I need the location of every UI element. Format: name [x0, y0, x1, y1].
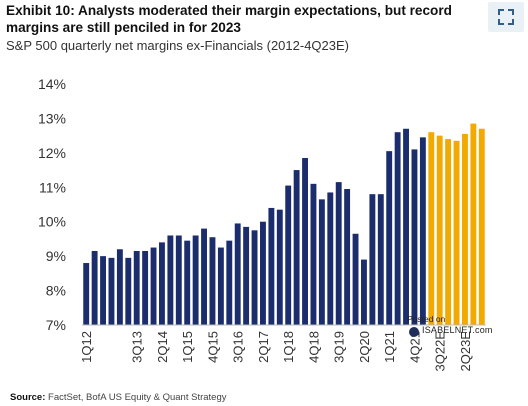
bar-actual [285, 185, 292, 325]
bar-actual [192, 235, 199, 325]
bar-actual [184, 240, 191, 325]
bar-actual [411, 149, 418, 325]
bar-estimate [445, 139, 452, 325]
y-tick-label: 9% [46, 248, 66, 264]
x-tick-label: 3Q22E [433, 331, 448, 372]
bar-estimate [462, 133, 468, 325]
x-tick-label: 2Q23E [458, 331, 473, 372]
y-tick-label: 13% [38, 110, 66, 126]
x-tick-label: 3Q13 [130, 331, 145, 363]
bar-actual [394, 132, 401, 325]
bar-actual [276, 209, 283, 325]
bar-estimate [428, 132, 435, 325]
bar-actual [209, 237, 216, 325]
bar-actual [159, 242, 165, 325]
bar-actual [318, 199, 325, 325]
bar-actual [293, 170, 300, 325]
bar-actual [352, 233, 359, 325]
bar-estimate [470, 123, 477, 325]
x-tick-label: 1Q18 [281, 331, 296, 363]
bar-actual [108, 257, 115, 325]
bar-actual [226, 240, 233, 325]
bar-actual [386, 151, 393, 325]
bar-actual [344, 189, 351, 325]
bar-actual [150, 247, 157, 325]
bar-estimate [453, 140, 460, 325]
y-tick-label: 10% [38, 214, 66, 230]
x-tick-label: 4Q18 [306, 331, 321, 363]
bar-actual [201, 228, 207, 325]
bar-actual [302, 158, 308, 325]
x-tick-label: 2Q17 [256, 331, 271, 363]
x-tick-label: 3Q16 [231, 331, 246, 363]
expand-button[interactable] [488, 2, 524, 32]
bar-actual [125, 257, 132, 325]
bar-actual [243, 226, 250, 325]
bar-actual [327, 192, 334, 325]
bar-actual [83, 263, 90, 325]
chart-subtitle: S&P 500 quarterly net margins ex-Financi… [6, 38, 349, 53]
bar-actual [419, 137, 426, 325]
y-tick-label: 8% [46, 283, 66, 299]
bar-actual [268, 207, 275, 325]
watermark-site: ISABELNET.com [422, 325, 493, 335]
bar-estimate [478, 128, 485, 325]
isabelnet-logo-icon [409, 327, 419, 337]
y-tick-label: 7% [46, 317, 66, 333]
bar-actual [167, 235, 174, 325]
x-tick-label: 4Q15 [205, 331, 220, 363]
x-tick-label: 3Q19 [332, 331, 347, 363]
expand-icon [498, 9, 514, 25]
bar-actual [133, 250, 140, 325]
bar-actual [251, 230, 258, 325]
source-note: Source: FactSet, BofA US Equity & Quant … [10, 392, 227, 403]
bar-actual [335, 182, 342, 325]
bar-actual [377, 194, 384, 325]
bar-actual [116, 249, 123, 325]
bar-actual [361, 259, 367, 325]
watermark-posted-on: Posted on [407, 314, 446, 324]
x-tick-label: 1Q12 [79, 331, 94, 363]
x-tick-label: 1Q15 [180, 331, 195, 363]
x-tick-label: 4Q21 [407, 331, 422, 363]
bar-actual [260, 221, 266, 325]
y-tick-label: 11% [39, 179, 66, 195]
chart-title: Exhibit 10: Analysts moderated their mar… [6, 3, 452, 35]
y-tick-label: 14% [38, 76, 66, 92]
bar-actual [100, 256, 106, 325]
bar-actual [403, 128, 409, 325]
source-text: FactSet, BofA US Equity & Quant Strategy [48, 392, 227, 403]
x-tick-label: 1Q21 [382, 331, 397, 363]
bar-actual [91, 250, 98, 325]
bar-actual [217, 247, 224, 325]
bar-actual [369, 194, 376, 325]
x-tick-label: 2Q14 [155, 331, 170, 363]
bar-actual [142, 250, 149, 325]
bar-estimate [436, 135, 443, 325]
x-tick-label: 2Q20 [357, 331, 372, 363]
source-label: Source: [10, 392, 46, 403]
y-tick-label: 12% [38, 145, 66, 161]
bar-actual [234, 223, 241, 325]
bar-actual [310, 183, 317, 325]
bar-actual [175, 235, 182, 325]
